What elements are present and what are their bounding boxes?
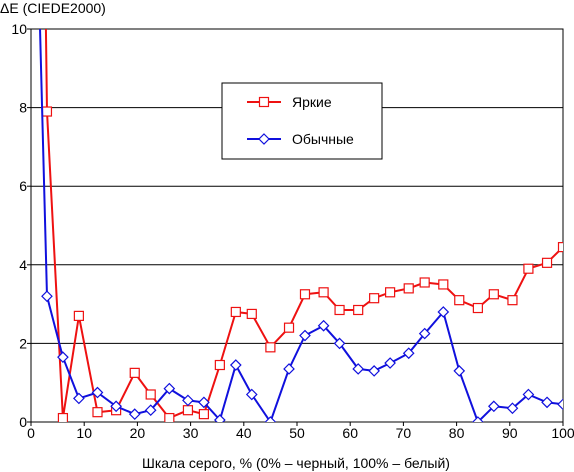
data-point-2-19 [333,337,346,350]
data-point-1-16 [283,322,295,333]
x-axis-label: Шкала серого, % (0% – черный, 100% – бел… [142,455,450,471]
x-tick-label-0: 0 [27,425,35,441]
series-1 [41,29,563,422]
data-point-1-27 [472,302,483,314]
data-point-1-10 [182,405,194,416]
series-2 [39,29,563,422]
data-point-1-8 [145,389,156,400]
data-point-2-32 [557,398,563,411]
data-point-2-7 [128,408,141,420]
data-point-1-25 [438,279,449,290]
data-point-1-31 [541,257,553,268]
legend: Яркие Обычные [221,82,383,160]
data-point-2-17 [299,329,311,342]
data-point-2-29 [506,402,519,415]
data-point-2-21 [368,365,380,377]
data-point-1-18 [318,287,329,298]
data-point-1-32 [557,242,563,253]
data-point-2-22 [384,357,396,369]
data-point-2-23 [402,347,415,360]
data-point-2-5 [91,386,104,399]
data-point-2-2 [41,290,53,303]
data-point-2-12 [214,414,226,422]
data-point-1-2 [41,106,53,117]
data-point-2-25 [437,306,450,318]
data-point-2-27 [472,416,484,422]
series-layer [39,29,563,422]
data-point-2-14 [245,388,258,401]
data-point-1-5 [92,407,103,418]
data-point-1-26 [454,295,465,306]
data-point-2-30 [522,388,535,401]
x-tick-label-90: 90 [502,425,518,441]
data-point-1-9 [164,412,175,422]
data-point-2-9 [163,382,176,395]
data-point-1-3 [57,412,69,422]
legend-marker-1 [258,96,270,108]
data-point-2-8 [144,404,157,417]
series-line-1 [44,29,563,420]
data-point-1-12 [214,359,225,371]
data-point-2-26 [453,365,466,377]
data-point-2-24 [418,327,431,340]
x-tick-label-80: 80 [449,425,465,441]
data-point-2-31 [541,396,553,409]
x-tick-label-30: 30 [183,425,199,441]
y-tick-label-2: 2 [19,335,27,351]
data-point-1-19 [334,304,345,316]
data-point-1-20 [353,304,364,316]
data-point-1-17 [299,289,311,300]
y-tick-label-4: 4 [19,257,27,273]
data-point-2-4 [73,392,85,405]
data-point-2-3 [57,351,69,364]
data-point-1-14 [246,308,257,320]
data-point-2-13 [229,359,242,371]
data-point-1-13 [230,306,241,318]
data-point-1-28 [488,289,499,300]
data-point-1-24 [419,277,430,288]
data-point-2-20 [352,363,365,375]
data-point-1-15 [265,342,276,353]
x-tick-label-50: 50 [289,425,305,441]
y-axis-label: ΔE (CIEDE2000) [0,0,106,16]
gridlines [31,28,563,344]
y-tick-label-10: 10 [11,21,27,37]
x-tick-label-10: 10 [76,425,92,441]
x-tick-label-40: 40 [236,425,252,441]
legend-label-1: Яркие [292,94,332,110]
y-tick-label-8: 8 [19,100,27,116]
data-point-2-6 [110,400,122,413]
x-tick-label-70: 70 [396,425,412,441]
x-tick-label-100: 100 [551,425,574,441]
legend-label-2: Обычные [292,131,354,147]
data-point-2-10 [182,394,194,407]
legend-box [221,82,383,160]
data-point-2-15 [264,416,277,422]
series-line-2 [39,29,563,422]
legend-marker-2 [258,133,270,145]
data-point-1-23 [403,283,414,294]
y-tick-label-6: 6 [19,178,27,194]
x-tick-label-20: 20 [130,425,146,441]
data-point-1-7 [129,367,140,378]
data-point-1-22 [385,287,396,298]
data-point-1-4 [73,310,84,321]
data-point-1-21 [369,293,380,304]
data-point-2-18 [317,319,330,332]
data-point-2-16 [283,363,295,375]
data-point-2-11 [198,396,210,409]
data-point-1-29 [507,295,518,306]
x-tick-label-60: 60 [342,425,358,441]
data-point-2-28 [487,400,500,413]
data-point-1-30 [523,263,534,274]
data-point-1-11 [198,409,209,420]
y-tick-label-0: 0 [19,414,27,430]
